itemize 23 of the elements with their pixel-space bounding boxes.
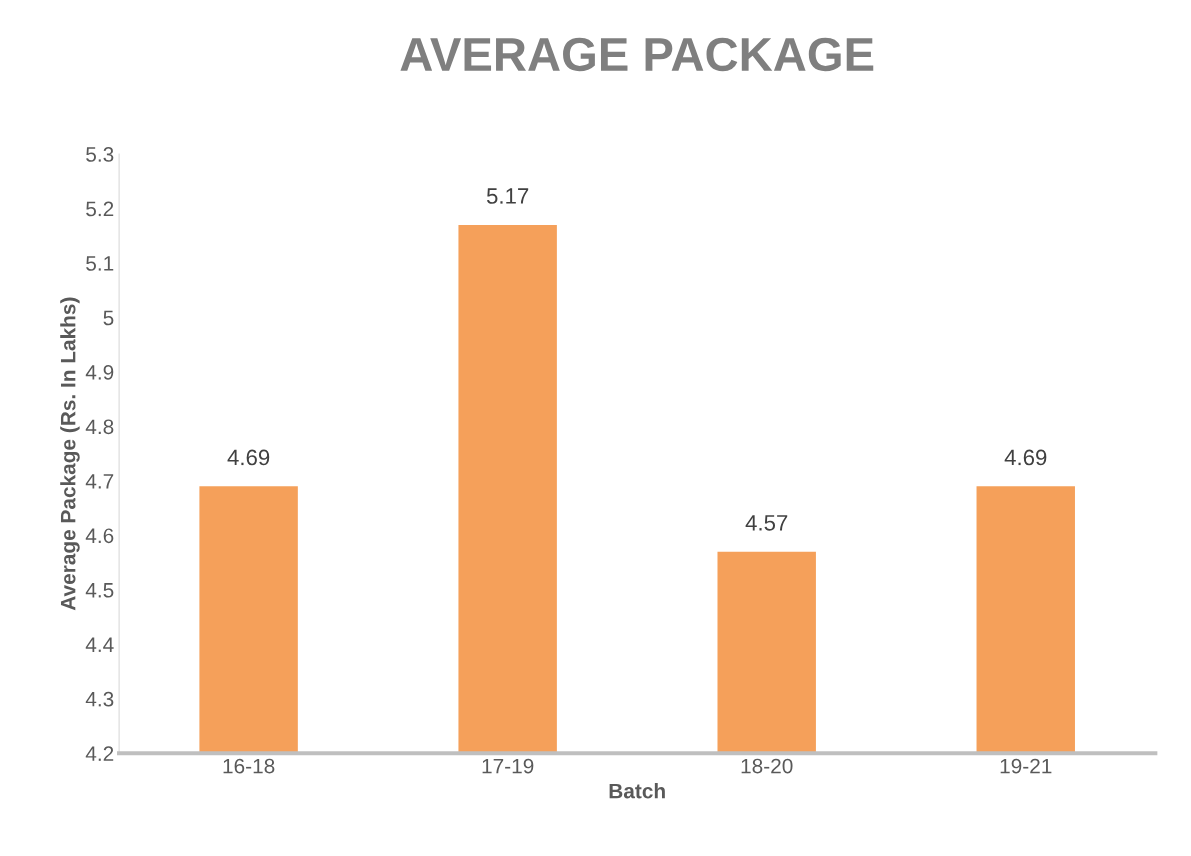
chart-title: AVERAGE PACKAGE <box>400 37 874 72</box>
y-tick-label: 4.9 <box>85 364 114 380</box>
y-tick-label: 5 <box>103 310 114 326</box>
y-tick-label: 5.1 <box>86 256 114 271</box>
data-label: 4.57 <box>745 515 788 531</box>
data-label: 4.69 <box>227 449 270 466</box>
x-tick-label: 17-19 <box>482 758 534 774</box>
x-tick-label: 19-21 <box>1000 758 1052 774</box>
y-tick-label: 4.5 <box>85 583 114 598</box>
data-label: 5.17 <box>486 188 529 204</box>
x-tick-label: 16-18 <box>223 758 275 774</box>
y-tick-label: 4.2 <box>85 746 114 761</box>
y-tick-label: 5.2 <box>86 201 114 217</box>
y-tick-label: 4.4 <box>85 637 114 652</box>
y-tick-label: 4.8 <box>85 419 114 435</box>
y-tick-label: 5.3 <box>86 147 114 162</box>
x-axis-title: Batch <box>609 783 665 799</box>
y-tick-label: 4.3 <box>85 691 114 707</box>
x-tick-label: 18-20 <box>741 758 793 774</box>
data-label: 4.69 <box>1004 449 1047 466</box>
y-axis-title: Average Package (Rs. In Lakhs) <box>60 297 80 611</box>
y-tick-label: 4.7 <box>85 474 114 489</box>
y-tick-label: 4.6 <box>85 528 114 544</box>
